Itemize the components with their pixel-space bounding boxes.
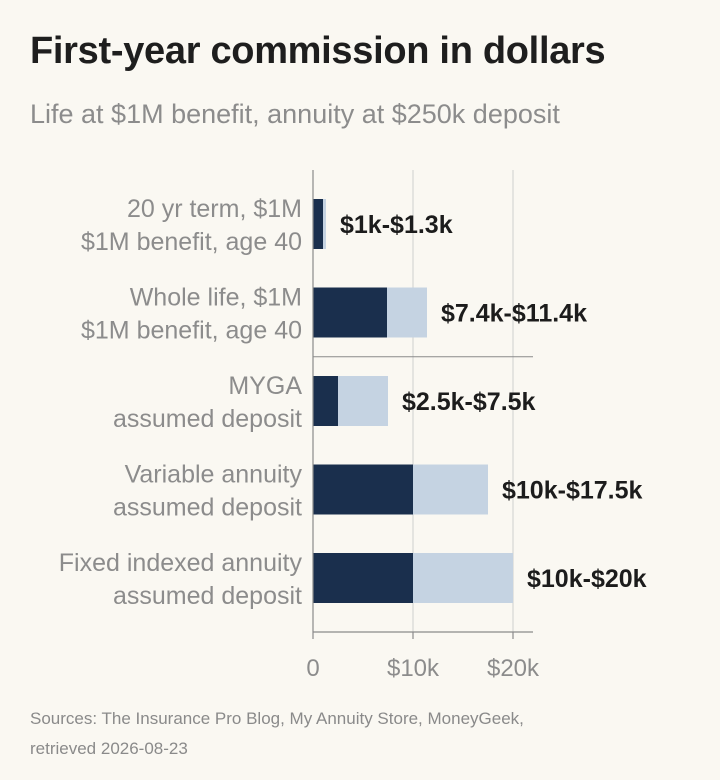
category-label-line: assumed deposit [113, 494, 302, 522]
sources-line-2: retrieved 2026-08-23 [30, 739, 188, 758]
category-label-line: $1M benefit, age 40 [81, 317, 302, 345]
value-label-0: $1k-$1.3k [340, 211, 453, 239]
bar-low-2 [313, 376, 338, 426]
category-label-line: 20 yr term, $1M [127, 195, 302, 223]
category-label-line: assumed deposit [113, 582, 302, 610]
bar-low-1 [313, 287, 387, 338]
chart-subtitle: Life at $1M benefit, annuity at $250k de… [30, 99, 560, 129]
category-label-3: Variable annuity assumed deposit [113, 461, 303, 522]
x-tick-label-2: $20k [487, 655, 540, 682]
sources-line-1: Sources: The Insurance Pro Blog, My Annu… [30, 709, 524, 728]
category-label-line: MYGA [228, 372, 302, 400]
bar-high-3 [413, 464, 488, 515]
bar-high-0 [323, 199, 326, 249]
chart-title: First-year commission in dollars [30, 30, 606, 72]
category-label-0: 20 yr term, $1M $1M benefit, age 40 [81, 195, 302, 256]
bar-low-4 [313, 553, 413, 603]
value-label-4: $10k-$20k [527, 565, 647, 593]
category-label-line: Whole life, $1M [130, 284, 302, 312]
x-tick-label-0: 0 [306, 655, 319, 682]
category-label-line: Fixed indexed annuity [59, 549, 303, 577]
bar-high-4 [413, 553, 513, 603]
sources-note: Sources: The Insurance Pro Blog, My Annu… [30, 704, 524, 764]
value-label-3: $10k-$17.5k [502, 477, 643, 505]
value-label-2: $2.5k-$7.5k [402, 388, 536, 416]
bar-low-0 [313, 199, 323, 249]
category-label-2: MYGA assumed deposit [113, 372, 302, 433]
category-label-4: Fixed indexed annuity assumed deposit [59, 549, 303, 610]
bar-low-3 [313, 464, 413, 515]
category-label-line: $1M benefit, age 40 [81, 228, 302, 256]
category-label-line: Variable annuity [125, 461, 303, 489]
x-tick-label-1: $10k [387, 655, 440, 682]
bar-high-1 [387, 287, 427, 338]
category-label-line: assumed deposit [113, 405, 302, 433]
value-label-1: $7.4k-$11.4k [441, 300, 587, 328]
category-label-1: Whole life, $1M $1M benefit, age 40 [81, 284, 302, 345]
bar-high-2 [338, 376, 388, 426]
